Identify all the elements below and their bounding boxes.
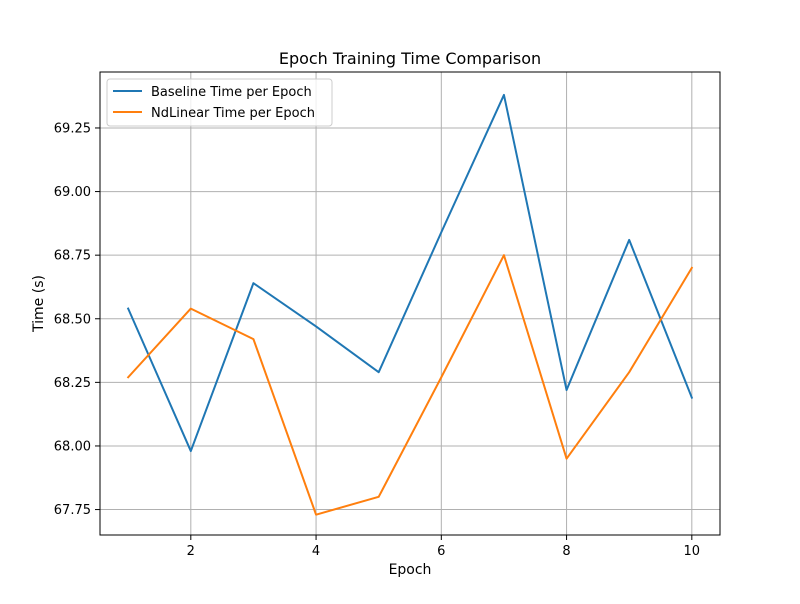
- x-tick-label: 4: [312, 544, 320, 559]
- series-line-ndlinear: [126, 254, 694, 516]
- y-tick-label: 69.00: [54, 185, 91, 200]
- y-tick-label: 68.50: [54, 312, 91, 327]
- x-tick-label: 6: [437, 544, 445, 559]
- legend: Baseline Time per Epoch NdLinear Time pe…: [106, 78, 333, 127]
- y-tick-label: 68.75: [54, 249, 91, 264]
- legend-label-ndlinear: NdLinear Time per Epoch: [151, 106, 315, 121]
- y-tick-label: 68.25: [54, 376, 91, 391]
- y-tick-label: 68.00: [54, 439, 91, 454]
- y-tick-label: 69.25: [54, 121, 91, 136]
- chart-title: Epoch Training Time Comparison: [279, 49, 541, 68]
- x-tick-label: 8: [562, 544, 570, 559]
- legend-label-baseline: Baseline Time per Epoch: [151, 85, 312, 100]
- legend-box: [106, 78, 333, 127]
- grid: [100, 72, 720, 535]
- plot-frame: [99, 71, 721, 536]
- y-axis-label: Time (s): [31, 275, 47, 333]
- series-line-baseline: [126, 93, 694, 453]
- y-tick-label: 67.75: [54, 503, 91, 518]
- x-tick-label: 10: [684, 544, 701, 559]
- y-axis: 67.75 68.00 68.25 68.50 68.75 69.00 69.25: [54, 121, 100, 518]
- series-lines: [126, 93, 694, 516]
- x-tick-label: 2: [187, 544, 195, 559]
- x-axis-label: Epoch: [389, 562, 432, 578]
- x-axis: 2 4 6 8 10: [187, 535, 700, 559]
